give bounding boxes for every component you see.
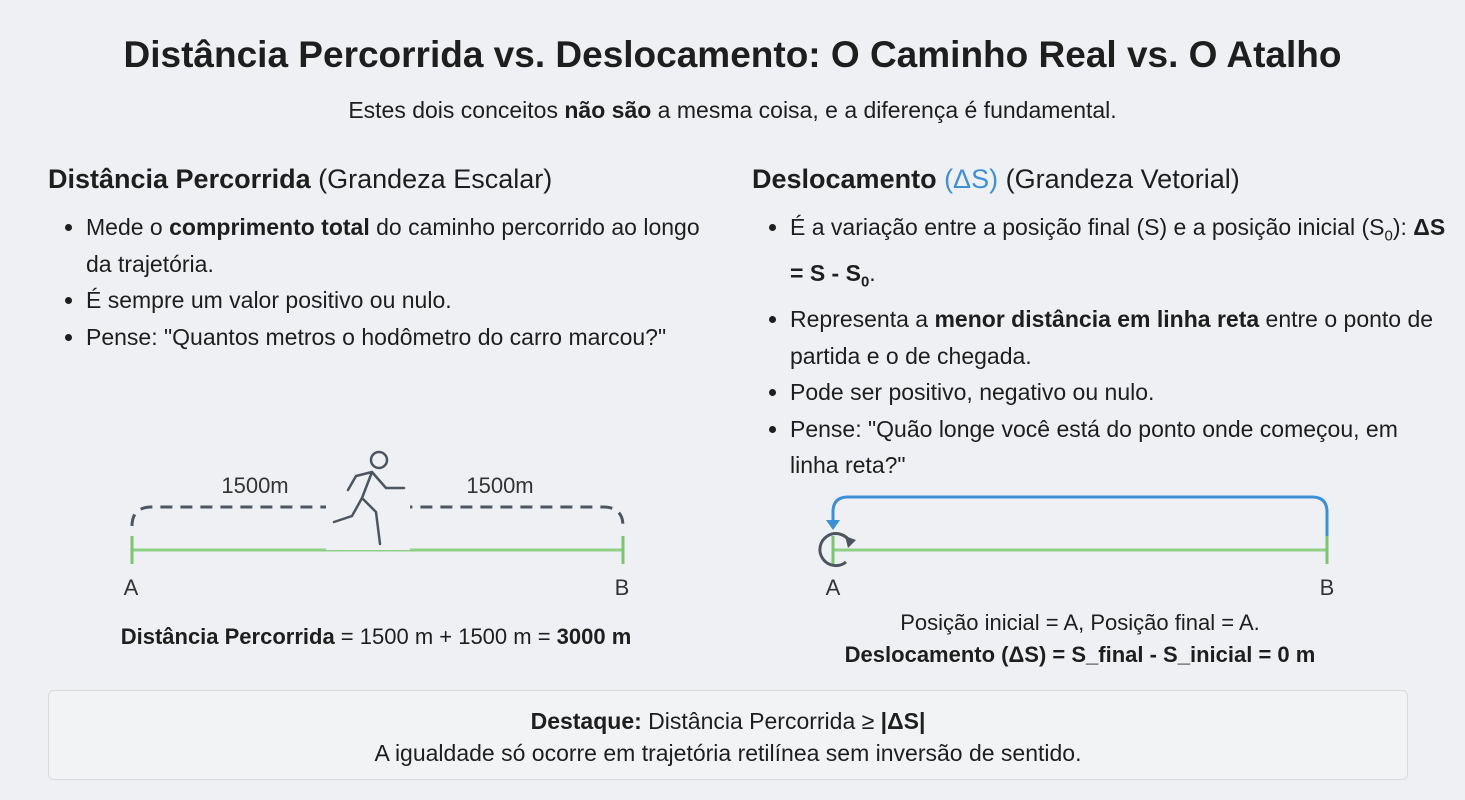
text: Pode ser positivo, negativo ou nulo.: [790, 379, 1155, 406]
highlight-box: Destaque: Distância Percorrida ≥ |ΔS| A …: [48, 690, 1408, 780]
subtitle: Estes dois conceitos não são a mesma coi…: [0, 97, 1465, 124]
text: Mede o: [86, 214, 170, 240]
text: não são: [564, 97, 652, 123]
caption: Deslocamento (ΔS) = S_final - S_inicial …: [844, 642, 1316, 667]
text: 0: [860, 273, 870, 291]
text: 0: [1384, 227, 1393, 245]
text: (Grandeza Escalar): [310, 164, 553, 194]
text: (Grandeza Vetorial): [998, 164, 1240, 194]
return-path: [831, 495, 1329, 536]
text: menor distância em linha reta: [934, 306, 1260, 333]
diagrams: 1500m 1500m A B A B: [124, 450, 1335, 600]
point-label: A: [124, 575, 139, 600]
text: do caminho percorrido ao longo da trajet…: [86, 214, 700, 277]
left-bullets: Mede o comprimento total do caminho perc…: [48, 209, 706, 355]
arrowhead: [826, 520, 840, 530]
point-label: B: [1320, 575, 1335, 600]
text: 3000 m: [556, 624, 632, 649]
title: Distância Percorrida vs. Deslocamento: O…: [123, 34, 1342, 75]
text: Distância Percorrida: [120, 624, 335, 649]
highlight-line: Destaque: Distância Percorrida ≥ |ΔS|: [49, 705, 1407, 737]
right-heading: Deslocamento (ΔS) (Grandeza Vetorial): [752, 164, 1240, 195]
formula: Distância Percorrida = 1500 m + 1500 m =…: [76, 624, 676, 650]
right-bullets: É a variação entre a posição final (S) e…: [752, 209, 1450, 484]
text: Pense: "Quantos metros o hodômetro do ca…: [86, 323, 667, 350]
highlight-line: A igualdade só ocorre em trajetória reti…: [374, 740, 1082, 766]
dashed-path: [130, 505, 625, 527]
text: Distância Percorrida: [48, 164, 311, 194]
text: = 1500 m + 1500 m =: [334, 624, 557, 649]
arrowhead: [845, 536, 856, 548]
text: (ΔS): [944, 164, 999, 194]
runner-icon: [332, 450, 406, 546]
text: comprimento total: [169, 214, 370, 240]
bullet: Mede o comprimento total do caminho perc…: [86, 209, 706, 282]
text: |ΔS|: [880, 708, 926, 734]
bullet: Pense: "Quão longe você está do ponto on…: [790, 411, 1450, 484]
bullet: É a variação entre a posição final (S) e…: [790, 209, 1450, 301]
text: entre o ponto de partida e o de chegada.: [790, 306, 1434, 369]
text: É a variação entre a posição final (S) e…: [790, 214, 1385, 240]
text: .: [869, 260, 876, 287]
text: Representa a: [790, 306, 935, 333]
text: Estes dois conceitos: [348, 97, 565, 123]
point-label: B: [615, 575, 630, 600]
caption: Posição inicial = A, Posição final = A.: [900, 610, 1260, 635]
bullet: Pense: "Quantos metros o hodômetro do ca…: [86, 319, 706, 356]
text: Deslocamento: [752, 164, 945, 194]
bullet: Representa a menor distância em linha re…: [790, 301, 1450, 374]
bullet: É sempre um valor positivo ou nulo.: [86, 282, 706, 319]
bullet: Pode ser positivo, negativo ou nulo.: [790, 374, 1450, 411]
text: É sempre um valor positivo ou nulo.: [86, 287, 452, 313]
icon-bg: [326, 480, 410, 550]
segment-label: 1500m: [466, 473, 533, 498]
point-label: A: [826, 575, 841, 600]
loop-arrow: [818, 532, 852, 568]
text: ):: [1392, 214, 1414, 240]
text: Pense: "Quão longe você está do ponto on…: [790, 415, 1398, 479]
text: ΔS = S - S: [790, 214, 1446, 287]
segment-label: 1500m: [221, 473, 288, 498]
text: a mesma coisa, e a diferença é fundament…: [651, 97, 1117, 123]
text: Destaque:: [530, 708, 642, 734]
text: Distância Percorrida ≥: [641, 708, 881, 734]
text: ΔS = S - S0: [790, 214, 1446, 291]
left-heading: Distância Percorrida (Grandeza Escalar): [48, 164, 552, 195]
